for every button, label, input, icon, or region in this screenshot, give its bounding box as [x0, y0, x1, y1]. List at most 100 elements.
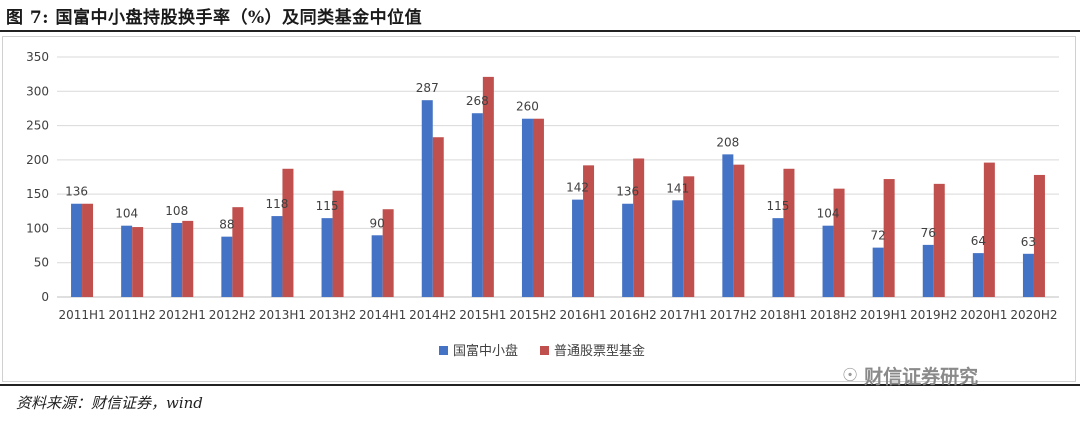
data-label: 118 — [265, 197, 288, 211]
x-tick-label: 2018H2 — [810, 308, 857, 322]
data-label: 268 — [466, 94, 489, 108]
y-tick-label: 250 — [26, 119, 49, 133]
bar-series-1 — [371, 235, 383, 297]
bar-series-2 — [432, 137, 444, 297]
x-tick-label: 2014H1 — [359, 308, 406, 322]
bar-series-2 — [683, 176, 695, 297]
legend-label: 国富中小盘 — [453, 343, 518, 359]
bar-series-2 — [983, 162, 995, 297]
data-label: 104 — [115, 207, 138, 221]
bar-series-1 — [421, 100, 433, 297]
data-labels: 136 104 108 88 118 115 90 287 268 260 142 136 141 208… — [65, 81, 1036, 249]
bar-series-2 — [583, 165, 595, 297]
bar-series-1 — [622, 203, 634, 297]
x-tick-label: 2015H1 — [459, 308, 506, 322]
data-label: 136 — [616, 185, 639, 199]
bar-series-2 — [332, 190, 344, 297]
wechat-icon: ☉ — [842, 365, 859, 386]
data-label: 90 — [370, 216, 385, 230]
x-tick-label: 2019H2 — [910, 308, 957, 322]
data-label: 287 — [416, 81, 439, 95]
bar-series-1 — [271, 216, 283, 297]
x-tick-label: 2017H2 — [710, 308, 757, 322]
data-label: 104 — [817, 207, 840, 221]
data-label: 142 — [566, 181, 589, 195]
x-tick-label: 2020H1 — [960, 308, 1007, 322]
bar-series-1 — [471, 113, 483, 297]
bar-series-2 — [833, 188, 845, 297]
bar-series-1 — [171, 222, 183, 297]
data-label: 72 — [871, 229, 886, 243]
data-label: 63 — [1021, 235, 1036, 249]
bar-series-1 — [872, 247, 884, 297]
bar-series-1 — [221, 236, 233, 297]
bar-series-2 — [1033, 174, 1045, 297]
source-note: 资料来源：财信证券，wind — [16, 394, 203, 412]
bar-series-1 — [822, 225, 834, 297]
bar-series-1 — [71, 203, 83, 297]
x-axis-ticks: 2011H1 2011H2 2012H1 2012H2 2013H1 2013H2 2014… — [58, 308, 1057, 322]
y-tick-label: 300 — [26, 84, 49, 98]
figure-title: 图 7: 国富中小盘持股换手率（%）及同类基金中位值 — [6, 8, 423, 28]
y-tick-label: 100 — [26, 221, 49, 235]
watermark-text: 财信证券研究 — [864, 366, 979, 388]
legend-label: 普通股票型基金 — [554, 343, 645, 359]
x-tick-label: 2016H1 — [559, 308, 606, 322]
y-tick-label: 0 — [41, 290, 49, 304]
x-tick-label: 2011H1 — [58, 308, 105, 322]
bar-series-2 — [733, 164, 745, 297]
y-axis-ticks: 0 50 100 150 200 250 300 350 — [26, 50, 49, 304]
bars — [71, 76, 1045, 297]
data-label: 115 — [316, 199, 339, 213]
bar-series-2 — [883, 179, 895, 297]
bar-series-1 — [321, 218, 333, 297]
data-label: 88 — [219, 218, 234, 232]
bar-series-2 — [633, 158, 645, 297]
x-tick-label: 2018H1 — [760, 308, 807, 322]
legend-swatch — [439, 346, 448, 355]
legend-swatch — [540, 346, 549, 355]
bar-series-1 — [572, 199, 584, 297]
bar-series-2 — [232, 207, 244, 297]
x-tick-label: 2019H1 — [860, 308, 907, 322]
bar-series-2 — [783, 168, 795, 297]
y-tick-label: 150 — [26, 187, 49, 201]
x-tick-label: 2016H2 — [610, 308, 657, 322]
top-rule — [0, 30, 1080, 32]
bar-series-1 — [922, 244, 934, 297]
x-tick-label: 2014H2 — [409, 308, 456, 322]
bar-series-1 — [722, 154, 734, 297]
x-tick-label: 2020H2 — [1010, 308, 1057, 322]
data-label: 64 — [971, 234, 986, 248]
data-label: 76 — [921, 226, 936, 240]
watermark: ☉ 财信证券研究 — [842, 362, 978, 389]
bar-series-1 — [772, 218, 784, 297]
bar-series-1 — [672, 200, 684, 297]
bar-series-1 — [121, 225, 133, 297]
y-tick-label: 350 — [26, 50, 49, 64]
x-tick-label: 2013H2 — [309, 308, 356, 322]
data-label: 260 — [516, 100, 539, 114]
bar-series-2 — [382, 209, 394, 297]
data-label: 141 — [666, 181, 689, 195]
bar-series-2 — [282, 168, 294, 297]
bottom-rule — [0, 384, 1080, 386]
x-tick-label: 2013H1 — [259, 308, 306, 322]
data-label: 115 — [766, 199, 789, 213]
x-tick-label: 2011H2 — [109, 308, 156, 322]
data-label: 136 — [65, 185, 88, 199]
gridlines — [57, 56, 1059, 298]
bar-series-1 — [1022, 253, 1034, 297]
x-tick-label: 2015H2 — [509, 308, 556, 322]
bar-series-1 — [521, 118, 533, 297]
bar-series-2 — [482, 76, 494, 297]
legend: 国富中小盘 普通股票型基金 — [439, 343, 645, 359]
bar-series-2 — [82, 203, 94, 297]
y-tick-label: 200 — [26, 153, 49, 167]
x-tick-label: 2012H2 — [209, 308, 256, 322]
bar-series-2 — [182, 220, 194, 297]
y-tick-label: 50 — [34, 256, 49, 270]
bar-series-2 — [532, 118, 544, 297]
data-label: 208 — [716, 135, 739, 149]
x-tick-label: 2017H1 — [660, 308, 707, 322]
